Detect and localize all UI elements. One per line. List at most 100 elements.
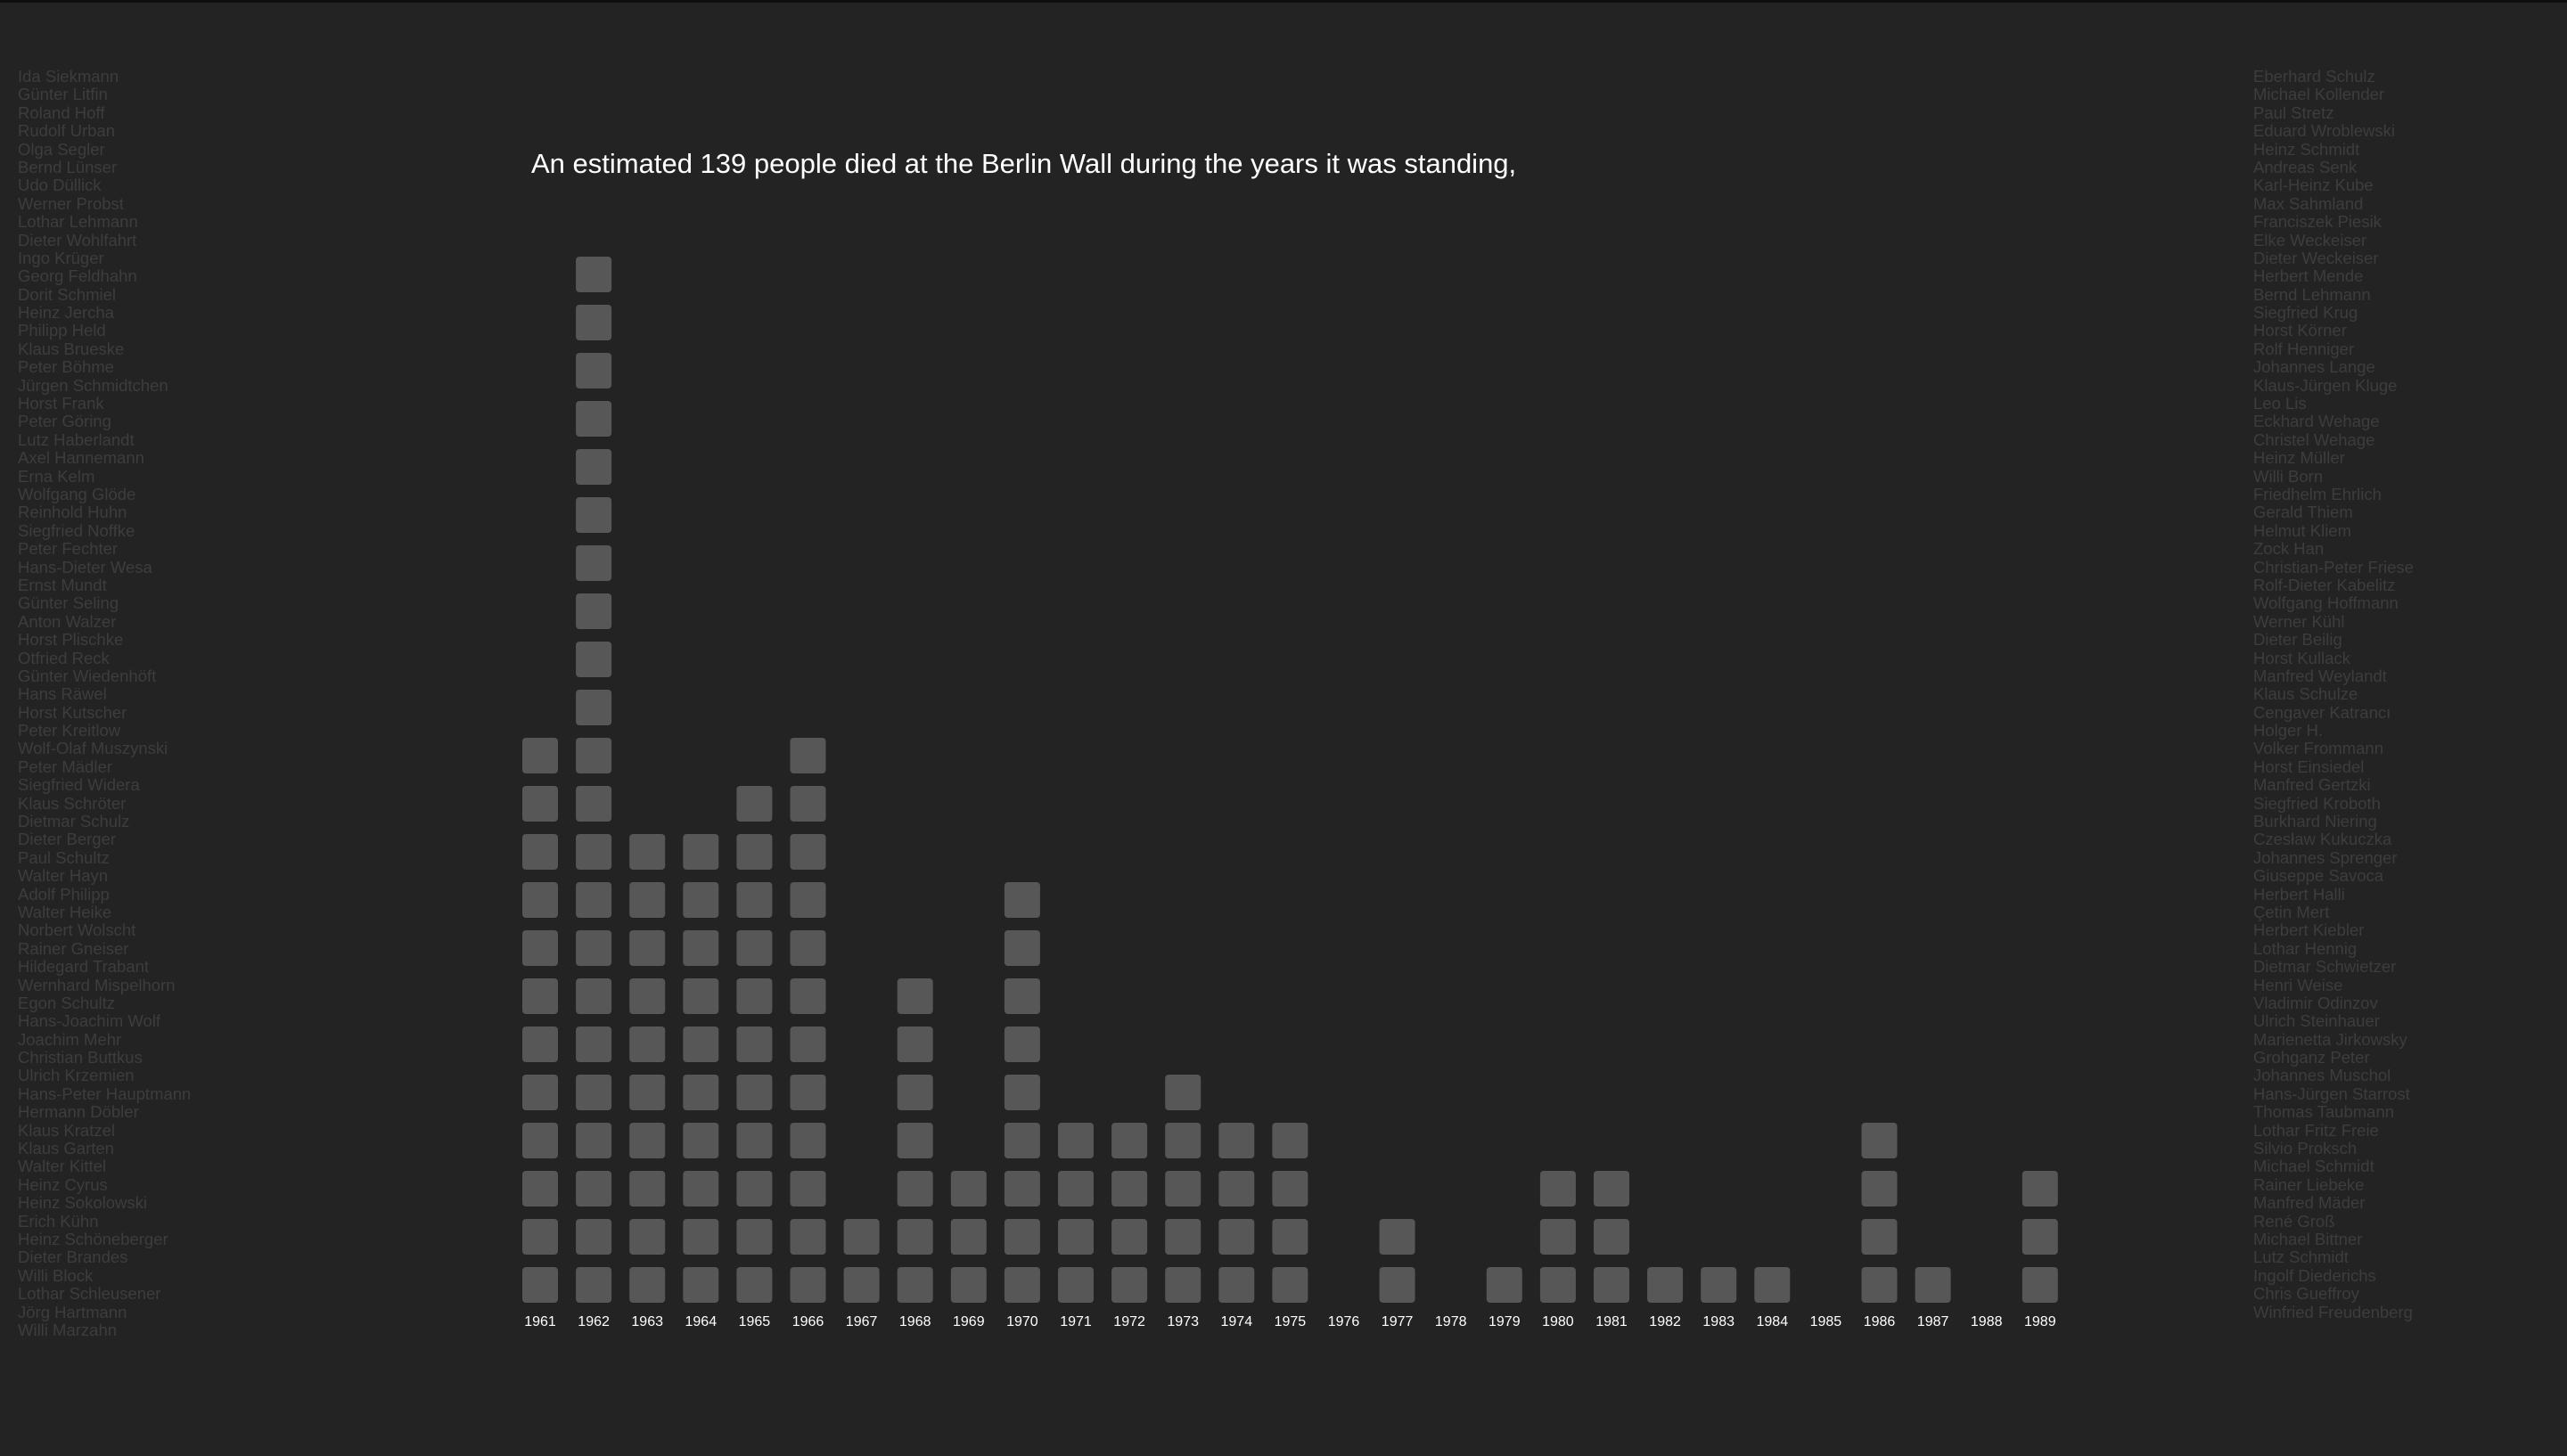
victim-name: Dorit Schmiel bbox=[18, 284, 116, 304]
year-label: 1976 bbox=[1328, 1314, 1360, 1329]
victim-name: Jürgen Schmidtchen bbox=[18, 375, 168, 395]
victim-names-left: Ida Siekmann Günter Litfin Roland Hoff Rudo… bbox=[18, 67, 192, 1339]
victim-name: Friedhelm Ehrlich bbox=[2253, 484, 2382, 503]
death-block-1973 bbox=[1165, 1171, 1201, 1207]
victim-name: Olga Segler bbox=[18, 139, 105, 159]
death-block-1972 bbox=[1111, 1219, 1148, 1255]
death-block-1969 bbox=[950, 1267, 987, 1303]
victim-name: Lothar Lehmann bbox=[18, 212, 138, 232]
death-block-1966 bbox=[790, 1027, 826, 1062]
victim-name: Manfred Weylandt bbox=[2253, 666, 2387, 685]
victim-name: Roland Hoff bbox=[18, 102, 105, 122]
year-label: 1968 bbox=[899, 1314, 931, 1329]
victim-name: Wolf-Olaf Muszynski bbox=[18, 739, 168, 758]
death-block-1963 bbox=[629, 930, 666, 966]
death-block-1962 bbox=[576, 305, 612, 340]
victim-name: Vladimir Odinzov bbox=[2253, 993, 2378, 1012]
death-block-1961 bbox=[522, 1171, 558, 1207]
death-block-1970 bbox=[1004, 1267, 1040, 1303]
death-block-1973 bbox=[1165, 1219, 1201, 1255]
death-block-1984 bbox=[1754, 1267, 1791, 1303]
death-block-1962 bbox=[576, 449, 612, 485]
death-block-1965 bbox=[736, 978, 773, 1014]
year-label: 1973 bbox=[1167, 1314, 1199, 1329]
death-block-1965 bbox=[736, 930, 773, 966]
victim-name: Paul Schultz bbox=[18, 847, 110, 867]
victim-name: Eckhard Wehage bbox=[2253, 412, 2380, 431]
year-label: 1974 bbox=[1221, 1314, 1253, 1329]
victim-name: Herbert Mende bbox=[2253, 266, 2364, 286]
victim-name: Horst Kullack bbox=[2253, 648, 2350, 667]
death-block-1965 bbox=[736, 786, 773, 822]
year-label: 1962 bbox=[578, 1314, 610, 1329]
death-block-1961 bbox=[522, 930, 558, 966]
death-block-1973 bbox=[1165, 1267, 1201, 1303]
victim-name: Dieter Brandes bbox=[18, 1247, 128, 1267]
victim-name: Winfried Freudenberg bbox=[2253, 1302, 2413, 1321]
death-block-1964 bbox=[683, 1219, 719, 1255]
year-label: 1986 bbox=[1864, 1314, 1896, 1329]
year-label: 1972 bbox=[1113, 1314, 1145, 1329]
death-block-1963 bbox=[629, 1075, 666, 1110]
death-block-1968 bbox=[897, 1267, 933, 1303]
death-block-1970 bbox=[1004, 1171, 1040, 1207]
victim-name: Lothar Hennig bbox=[2253, 938, 2358, 958]
victim-name: Dieter Weckeiser bbox=[2253, 248, 2379, 267]
victim-name: Rainer Liebeke bbox=[2253, 1174, 2365, 1194]
death-block-1977 bbox=[1379, 1267, 1415, 1303]
death-block-1987 bbox=[1915, 1267, 1951, 1303]
death-block-1962 bbox=[576, 978, 612, 1014]
death-block-1966 bbox=[790, 1123, 826, 1158]
death-block-1962 bbox=[576, 834, 612, 870]
victim-name: Chris Gueffroy bbox=[2253, 1284, 2359, 1304]
victim-name: Manfred Mäder bbox=[2253, 1193, 2366, 1213]
victim-name: Ulrich Krzemien bbox=[18, 1066, 135, 1085]
death-block-1989 bbox=[2022, 1267, 2058, 1303]
victim-name: Rolf Henniger bbox=[2253, 339, 2355, 358]
year-label: 1963 bbox=[631, 1314, 663, 1329]
victim-name: Zock Han bbox=[2253, 539, 2325, 559]
death-block-1970 bbox=[1004, 1075, 1040, 1110]
victim-name: Ingo Krüger bbox=[18, 248, 104, 267]
year-label: 1977 bbox=[1382, 1314, 1414, 1329]
victim-name: Werner Kühl bbox=[2253, 611, 2345, 631]
year-label: 1980 bbox=[1542, 1314, 1574, 1329]
death-block-1962 bbox=[576, 257, 612, 292]
death-block-1963 bbox=[629, 1123, 666, 1158]
death-block-1964 bbox=[683, 834, 719, 870]
victim-name: Günter Seling bbox=[18, 593, 119, 613]
victim-name: Christel Wehage bbox=[2253, 429, 2375, 449]
death-block-1964 bbox=[683, 1267, 719, 1303]
victim-name: Jörg Hartmann bbox=[18, 1302, 127, 1321]
year-label: 1988 bbox=[1971, 1314, 2003, 1329]
death-block-1970 bbox=[1004, 978, 1040, 1014]
victim-name: Franciszek Piesik bbox=[2253, 212, 2382, 232]
death-block-1962 bbox=[576, 545, 612, 581]
death-block-1961 bbox=[522, 1123, 558, 1158]
death-block-1966 bbox=[790, 738, 826, 773]
victim-name: Peter Mädler bbox=[18, 757, 112, 776]
victim-name: Christian Buttkus bbox=[18, 1048, 143, 1067]
death-block-1966 bbox=[790, 786, 826, 822]
death-block-1971 bbox=[1058, 1267, 1094, 1303]
victim-name: Ingolf Diederichs bbox=[2253, 1265, 2376, 1285]
year-label: 1979 bbox=[1489, 1314, 1521, 1329]
death-block-1981 bbox=[1594, 1171, 1629, 1207]
victim-name: Hans-Peter Hauptmann bbox=[18, 1084, 192, 1103]
year-label: 1964 bbox=[685, 1314, 718, 1329]
death-block-1966 bbox=[790, 1075, 826, 1110]
death-block-1989 bbox=[2022, 1171, 2058, 1207]
death-block-1962 bbox=[576, 642, 612, 677]
year-label: 1969 bbox=[953, 1314, 985, 1329]
year-label: 1967 bbox=[846, 1314, 878, 1329]
victim-name: Eduard Wroblewski bbox=[2253, 121, 2396, 141]
death-block-1966 bbox=[790, 834, 826, 870]
victim-name: Heinz Schöneberger bbox=[18, 1230, 168, 1248]
death-block-1964 bbox=[683, 1027, 719, 1062]
victim-name: Wolfgang Hoffmann bbox=[2253, 593, 2399, 613]
victim-name: Helmut Kliem bbox=[2253, 520, 2351, 540]
victim-name: Ernst Mundt bbox=[18, 575, 107, 594]
victim-name: Horst Körner bbox=[2253, 321, 2347, 340]
top-border bbox=[0, 0, 2567, 3]
death-block-1968 bbox=[897, 1219, 933, 1255]
